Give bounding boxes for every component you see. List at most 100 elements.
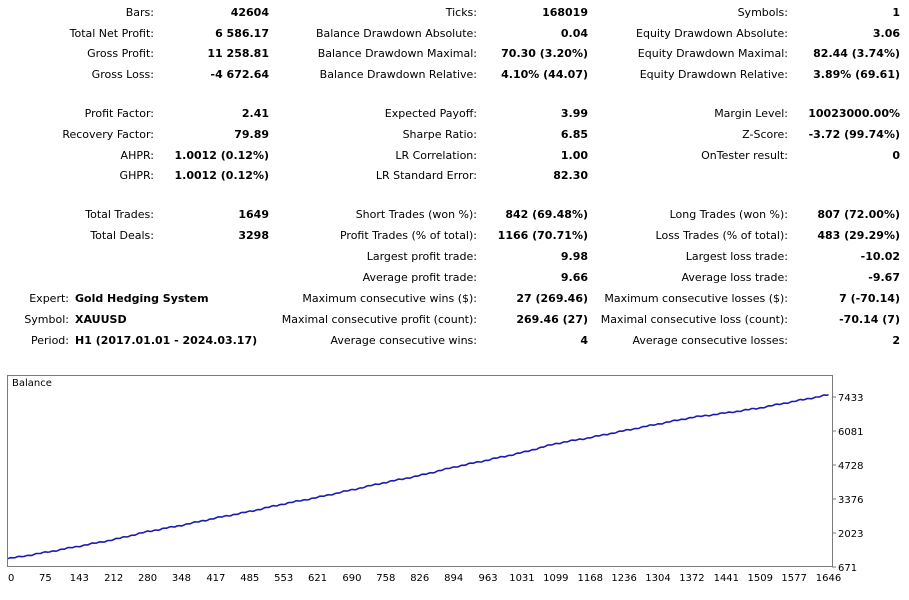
loss-trades-of-total-label: Loss Trades (% of total):: [655, 229, 788, 242]
period-value: H1 (2017.01.01 - 2024.03.17): [75, 334, 258, 347]
lr-standard-error-label: LR Standard Error:: [375, 169, 477, 182]
x-tick-label: 75: [39, 573, 52, 584]
ontester-result-label: OnTester result:: [701, 149, 788, 162]
chart-title: Balance: [12, 378, 52, 389]
x-tick-label: 485: [240, 573, 259, 584]
ticks-label: Ticks:: [445, 6, 477, 19]
recovery-factor-value: 79.89: [234, 128, 269, 141]
maximum-consecutive-wins-label: Maximum consecutive wins ($):: [302, 292, 477, 305]
x-tick-label: 1577: [781, 573, 806, 584]
bars-value: 42604: [230, 6, 269, 19]
total-trades-value: 1649: [238, 208, 269, 221]
expected-payoff-value: 3.99: [560, 107, 588, 120]
equity-drawdown-absolute-value: 3.06: [872, 27, 900, 40]
lr-standard-error-value: 82.30: [553, 169, 588, 182]
y-tick-label: 4728: [838, 461, 863, 472]
gross-profit-label: Gross Profit:: [87, 47, 154, 60]
bars-label: Bars:: [125, 6, 154, 19]
long-trades-won-value: 807 (72.00%): [817, 208, 900, 221]
z-score-value: -3.72 (99.74%): [808, 128, 900, 141]
balance-drawdown-absolute-label: Balance Drawdown Absolute:: [315, 27, 477, 40]
x-tick-label: 1646: [816, 573, 841, 584]
largest-profit-trade-label: Largest profit trade:: [366, 250, 477, 263]
average-consecutive-losses-label: Average consecutive losses:: [632, 334, 788, 347]
maximum-consecutive-losses-label: Maximum consecutive losses ($):: [604, 292, 788, 305]
average-profit-trade-label: Average profit trade:: [362, 271, 477, 284]
ahpr-value: 1.0012 (0.12%): [174, 149, 270, 162]
x-tick-label: 553: [274, 573, 293, 584]
x-tick-label: 894: [444, 573, 463, 584]
y-tick-label: 671: [838, 563, 857, 574]
x-tick-label: 758: [376, 573, 395, 584]
equity-drawdown-relative-value: 3.89% (69.61): [813, 68, 900, 81]
balance-chart: [7, 375, 833, 567]
x-tick-label: 1099: [543, 573, 568, 584]
x-tick-label: 1304: [645, 573, 670, 584]
average-consecutive-losses-value: 2: [892, 334, 900, 347]
x-tick-label: 348: [172, 573, 191, 584]
recovery-factor-label: Recovery Factor:: [62, 128, 154, 141]
y-tick-label: 2023: [838, 529, 863, 540]
expected-payoff-label: Expected Payoff:: [384, 107, 477, 120]
average-consecutive-wins-value: 4: [580, 334, 588, 347]
margin-level-value: 10023000.00%: [808, 107, 900, 120]
balance-drawdown-maximal-value: 70.30 (3.20%): [501, 47, 588, 60]
balance-drawdown-maximal-label: Balance Drawdown Maximal:: [317, 47, 477, 60]
x-tick-label: 1236: [611, 573, 636, 584]
short-trades-won-value: 842 (69.48%): [505, 208, 588, 221]
y-tick-label: 3376: [838, 495, 863, 506]
balance-series-line: [7, 394, 829, 560]
x-tick-label: 963: [478, 573, 497, 584]
profit-factor-label: Profit Factor:: [84, 107, 154, 120]
sharpe-ratio-value: 6.85: [560, 128, 588, 141]
x-tick-label: 1441: [714, 573, 739, 584]
x-tick-label: 1168: [578, 573, 603, 584]
sharpe-ratio-label: Sharpe Ratio:: [402, 128, 477, 141]
x-tick-label: 1031: [509, 573, 534, 584]
x-tick-label: 1372: [679, 573, 704, 584]
balance-drawdown-relative-label: Balance Drawdown Relative:: [319, 68, 477, 81]
gross-loss-label: Gross Loss:: [91, 68, 154, 81]
average-consecutive-wins-label: Average consecutive wins:: [330, 334, 477, 347]
x-tick-label: 280: [138, 573, 157, 584]
expert-label: Expert:: [29, 292, 69, 305]
largest-profit-trade-value: 9.98: [560, 250, 588, 263]
total-deals-value: 3298: [238, 229, 269, 242]
total-net-profit-value: 6 586.17: [215, 27, 269, 40]
total-trades-label: Total Trades:: [85, 208, 154, 221]
symbol-label: Symbol:: [24, 313, 69, 326]
ghpr-value: 1.0012 (0.12%): [174, 169, 270, 182]
equity-drawdown-maximal-label: Equity Drawdown Maximal:: [637, 47, 788, 60]
y-tick-label: 7433: [838, 393, 863, 404]
maximal-consecutive-loss-count-label: Maximal consecutive loss (count):: [600, 313, 788, 326]
average-loss-trade-value: -9.67: [868, 271, 900, 284]
average-loss-trade-label: Average loss trade:: [681, 271, 788, 284]
profit-factor-value: 2.41: [241, 107, 269, 120]
largest-loss-trade-label: Largest loss trade:: [685, 250, 788, 263]
gross-loss-value: -4 672.64: [210, 68, 270, 81]
balance-drawdown-absolute-value: 0.04: [560, 27, 588, 40]
long-trades-won-label: Long Trades (won %):: [669, 208, 788, 221]
maximal-consecutive-profit-count-value: 269.46 (27): [516, 313, 588, 326]
largest-loss-trade-value: -10.02: [860, 250, 900, 263]
symbols-label: Symbols:: [737, 6, 788, 19]
maximal-consecutive-loss-count-value: -70.14 (7): [839, 313, 900, 326]
equity-drawdown-absolute-label: Equity Drawdown Absolute:: [636, 27, 788, 40]
balance-drawdown-relative-value: 4.10% (44.07): [501, 68, 588, 81]
x-tick-label: 1509: [747, 573, 772, 584]
maximum-consecutive-wins-value: 27 (269.46): [516, 292, 588, 305]
average-profit-trade-value: 9.66: [560, 271, 588, 284]
x-tick-label: 212: [104, 573, 123, 584]
ticks-value: 168019: [542, 6, 588, 19]
total-net-profit-label: Total Net Profit:: [69, 27, 154, 40]
x-tick-label: 417: [206, 573, 225, 584]
x-tick-label: 621: [308, 573, 327, 584]
x-tick-label: 826: [410, 573, 429, 584]
loss-trades-of-total-value: 483 (29.29%): [817, 229, 900, 242]
margin-level-label: Margin Level:: [714, 107, 788, 120]
expert-value: Gold Hedging System: [75, 292, 209, 305]
period-label: Period:: [30, 334, 69, 347]
ghpr-label: GHPR:: [119, 169, 154, 182]
z-score-label: Z-Score:: [742, 128, 788, 141]
